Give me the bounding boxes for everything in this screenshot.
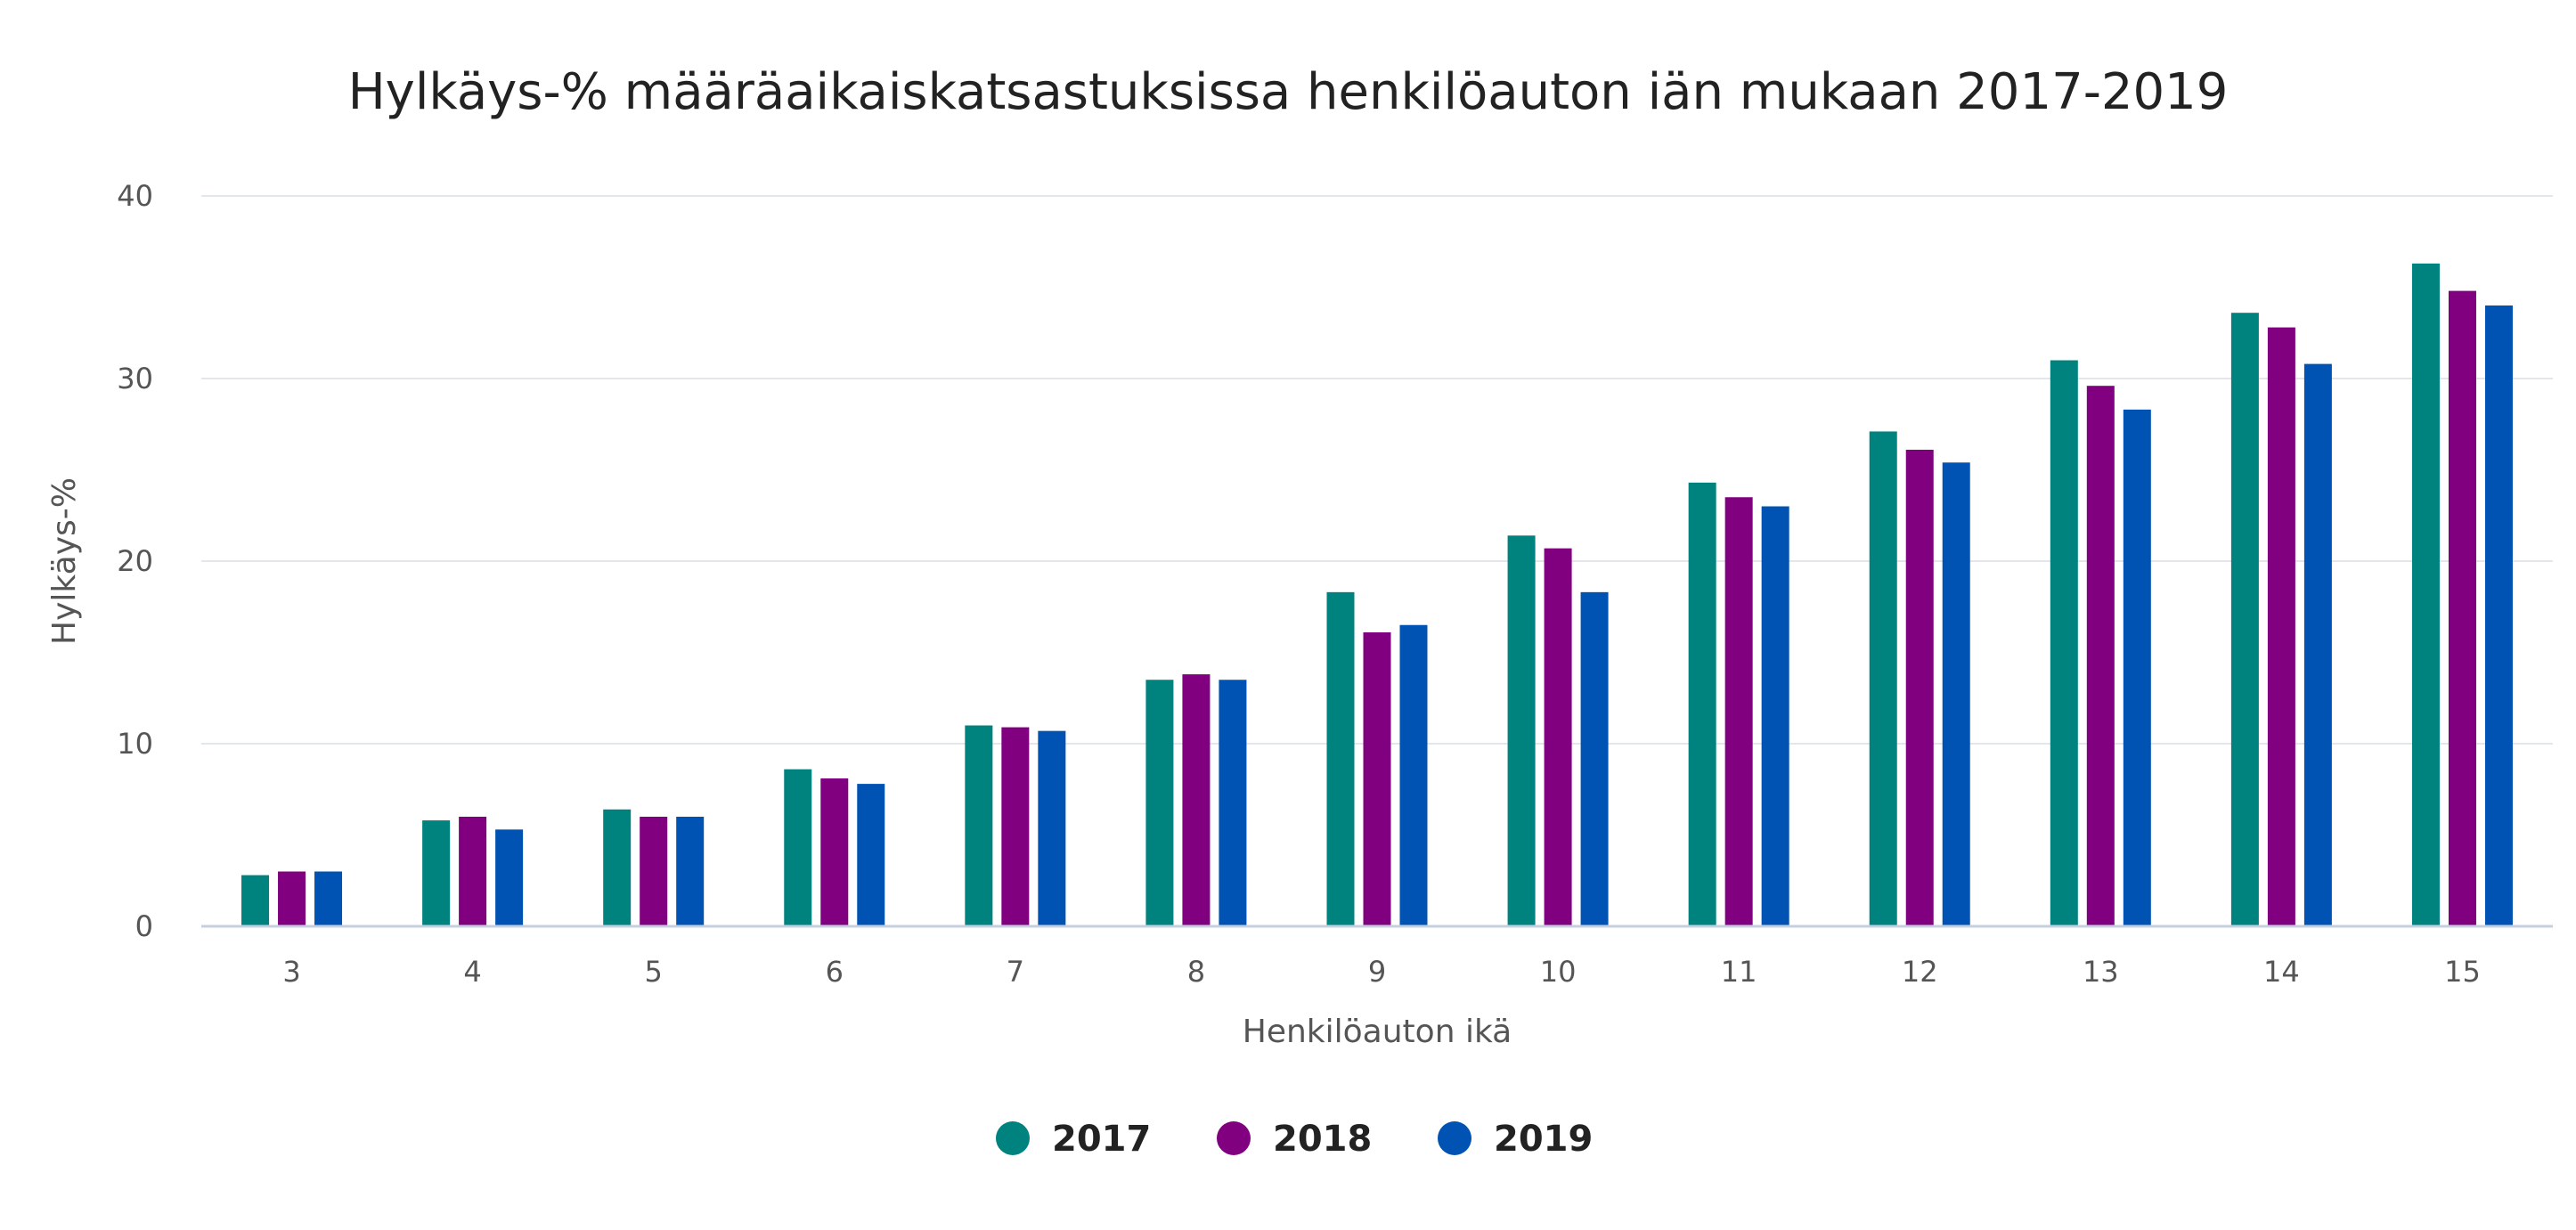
bar-2018-4 <box>459 817 487 926</box>
y-axis-title: Hylkäys-% <box>46 477 83 645</box>
legend-item-2018[interactable]: 2018 <box>1217 1119 1372 1160</box>
bar-2018-5 <box>640 817 668 926</box>
bar-2018-14 <box>2267 327 2295 927</box>
x-tick-label: 9 <box>1368 955 1386 989</box>
y-tick-label: 40 <box>117 179 153 213</box>
y-tick-label: 20 <box>117 544 153 578</box>
bar-2019-4 <box>495 829 524 926</box>
bar-2019-9 <box>1399 624 1428 926</box>
bar-2018-11 <box>1724 497 1753 926</box>
x-tick-label: 6 <box>826 955 844 989</box>
bar-2017-4 <box>422 820 451 926</box>
bar-2019-5 <box>676 817 705 926</box>
bar-2017-13 <box>2050 360 2078 926</box>
bar-2017-3 <box>241 875 270 926</box>
bar-2018-6 <box>820 778 849 926</box>
bar-2019-7 <box>1038 730 1066 926</box>
bar-2018-8 <box>1182 674 1211 926</box>
x-tick-label: 5 <box>645 955 663 989</box>
legend-item-2019[interactable]: 2019 <box>1438 1119 1593 1160</box>
bar-2018-10 <box>1544 548 1572 926</box>
bar-2017-7 <box>965 725 993 926</box>
bar-2019-13 <box>2123 409 2151 927</box>
bar-2018-7 <box>1001 727 1030 926</box>
legend: 2017 2018 2019 <box>996 1119 1593 1160</box>
x-tick-label: 8 <box>1187 955 1205 989</box>
bar-2017-15 <box>2411 263 2440 927</box>
bar-2019-14 <box>2303 363 2332 927</box>
bar-2017-6 <box>784 769 812 926</box>
legend-item-2017[interactable]: 2017 <box>996 1119 1151 1160</box>
x-axis-ticks: 3 4 5 6 7 8 9 10 11 12 13 14 15 <box>282 955 2480 989</box>
bar-2017-10 <box>1507 535 1536 926</box>
bar-2017-5 <box>603 809 632 926</box>
bar-2017-11 <box>1688 482 1716 926</box>
bar-2018-3 <box>278 871 306 926</box>
chart-title: Hylkäys-% määräaikaiskatsastuksissa henk… <box>348 63 2229 121</box>
x-tick-label: 3 <box>282 955 300 989</box>
bar-2017-9 <box>1326 591 1355 926</box>
legend-marker <box>996 1121 1030 1155</box>
bar-2019-11 <box>1761 506 1789 926</box>
x-axis-title: Henkilöauton ikä <box>1243 1014 1512 1050</box>
bar-2019-12 <box>1942 462 1970 926</box>
x-tick-label: 11 <box>1721 955 1757 989</box>
bar-2019-15 <box>2484 305 2513 926</box>
y-tick-label: 30 <box>117 362 153 395</box>
y-tick-label: 10 <box>117 727 153 761</box>
legend-label: 2018 <box>1273 1119 1372 1160</box>
bar-2018-9 <box>1363 631 1391 926</box>
x-tick-label: 12 <box>1902 955 1938 989</box>
bars <box>241 263 2513 927</box>
bar-2019-6 <box>857 784 885 926</box>
x-tick-label: 14 <box>2263 955 2300 989</box>
x-tick-label: 7 <box>1007 955 1024 989</box>
bar-2018-13 <box>2086 386 2115 926</box>
bar-2019-10 <box>1580 591 1609 926</box>
bar-2017-12 <box>1869 431 1897 926</box>
x-tick-label: 13 <box>2083 955 2119 989</box>
bar-2019-8 <box>1219 680 1247 926</box>
legend-marker <box>1438 1121 1471 1155</box>
legend-label: 2017 <box>1052 1119 1151 1160</box>
bar-2018-15 <box>2448 290 2476 927</box>
x-tick-label: 10 <box>1540 955 1577 989</box>
x-tick-label: 4 <box>463 955 481 989</box>
y-axis-ticks: 0 10 20 30 40 <box>117 179 153 943</box>
legend-marker <box>1217 1121 1251 1155</box>
legend-label: 2019 <box>1494 1119 1593 1160</box>
bar-2017-8 <box>1145 680 1174 926</box>
y-tick-label: 0 <box>135 909 153 943</box>
bar-2017-14 <box>2230 313 2259 926</box>
x-tick-label: 15 <box>2444 955 2481 989</box>
bar-2019-3 <box>314 871 343 926</box>
bar-2018-12 <box>1905 449 1934 926</box>
